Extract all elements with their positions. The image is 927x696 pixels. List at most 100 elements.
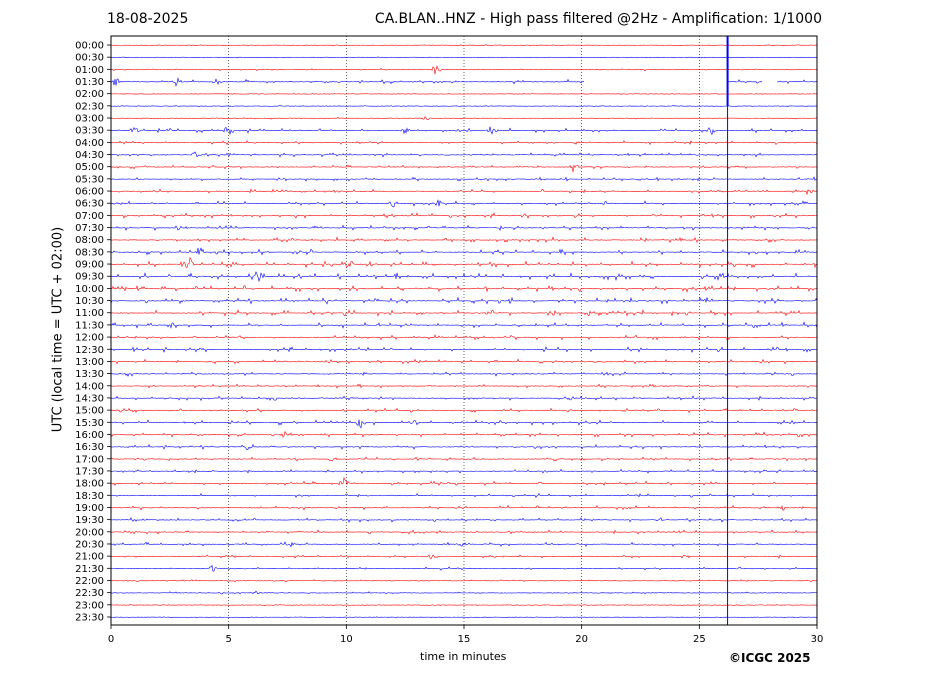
x-tick-label: 0 — [108, 634, 114, 645]
trace-01:00 — [110, 65, 818, 75]
y-tick-label: 07:30 — [75, 223, 104, 234]
y-tick-label: 00:00 — [75, 41, 104, 52]
y-tick-label: 06:00 — [75, 187, 104, 198]
trace-05:00 — [110, 164, 818, 173]
y-tick-label: 16:30 — [75, 442, 104, 453]
y-tick-label: 02:00 — [75, 89, 104, 100]
trace-11:30 — [110, 321, 818, 329]
trace-00:30 — [110, 56, 818, 59]
trace-18:30 — [110, 492, 818, 498]
y-tick-label: 15:00 — [75, 406, 104, 417]
x-axis-label: time in minutes — [420, 650, 507, 663]
y-tick-label: 08:00 — [75, 235, 104, 246]
trace-10:00 — [110, 285, 818, 293]
trace-19:30 — [110, 517, 818, 523]
trace-06:00 — [110, 188, 818, 195]
x-tick-label: 25 — [693, 634, 706, 645]
trace-01:30 — [110, 77, 818, 87]
y-tick-label: 10:00 — [75, 284, 104, 295]
trace-11:00 — [110, 309, 818, 317]
y-tick-label: 12:00 — [75, 333, 104, 344]
x-tick-label: 20 — [575, 634, 588, 645]
trace-07:30 — [110, 224, 818, 232]
y-tick-label: 19:30 — [75, 515, 104, 526]
trace-05:30 — [110, 176, 818, 182]
trace-06:30 — [110, 199, 818, 208]
y-tick-label: 22:30 — [75, 588, 104, 599]
trace-13:30 — [110, 371, 818, 377]
y-tick-label: 01:00 — [75, 65, 104, 76]
y-tick-label: 09:00 — [75, 260, 104, 271]
trace-21:00 — [110, 554, 818, 560]
y-tick-label: 01:30 — [75, 77, 104, 88]
trace-22:30 — [110, 590, 818, 595]
y-tick-label: 19:00 — [75, 503, 104, 514]
trace-10:30 — [110, 296, 818, 305]
trace-02:00 — [110, 93, 818, 95]
trace-04:00 — [110, 140, 818, 146]
trace-04:30 — [110, 151, 818, 158]
trace-09:00 — [110, 256, 818, 269]
y-tick-label: 18:00 — [75, 479, 104, 490]
y-tick-label: 04:30 — [75, 150, 104, 161]
y-tick-label: 00:30 — [75, 53, 104, 64]
trace-03:00 — [110, 116, 818, 120]
y-tick-label: 09:30 — [75, 272, 104, 283]
y-tick-label: 06:30 — [75, 199, 104, 210]
y-tick-label: 05:30 — [75, 174, 104, 185]
y-tick-label: 10:30 — [75, 296, 104, 307]
x-tick-label: 5 — [225, 634, 231, 645]
y-tick-label: 18:30 — [75, 491, 104, 502]
trace-16:30 — [110, 443, 818, 451]
y-tick-label: 08:30 — [75, 247, 104, 258]
y-tick-label: 05:00 — [75, 162, 104, 173]
y-tick-label: 04:00 — [75, 138, 104, 149]
y-tick-label: 11:00 — [75, 308, 104, 319]
y-tick-label: 14:00 — [75, 381, 104, 392]
trace-21:30 — [110, 564, 818, 572]
y-tick-label: 22:00 — [75, 576, 104, 587]
trace-23:00 — [110, 604, 818, 606]
trace-08:00 — [110, 236, 818, 244]
trace-08:30 — [110, 247, 818, 256]
trace-15:30 — [110, 419, 818, 429]
y-tick-label: 20:30 — [75, 539, 104, 550]
trace-16:00 — [110, 430, 818, 438]
y-tick-label: 17:00 — [75, 454, 104, 465]
trace-19:00 — [110, 504, 818, 511]
y-tick-label: 16:00 — [75, 430, 104, 441]
y-tick-label: 23:30 — [75, 612, 104, 623]
trace-00:00 — [110, 44, 818, 47]
trace-07:00 — [110, 212, 818, 219]
y-tick-label: 23:00 — [75, 600, 104, 611]
y-tick-label: 17:30 — [75, 466, 104, 477]
trace-03:30 — [110, 126, 818, 136]
y-tick-label: 03:30 — [75, 126, 104, 137]
trace-22:00 — [110, 579, 818, 583]
y-tick-label: 20:00 — [75, 527, 104, 538]
trace-20:00 — [110, 529, 818, 535]
trace-14:00 — [110, 383, 818, 389]
y-tick-label: 11:30 — [75, 320, 104, 331]
y-tick-label: 14:30 — [75, 393, 104, 404]
y-tick-label: 13:30 — [75, 369, 104, 380]
trace-02:30 — [110, 105, 818, 108]
y-tick-label: 15:30 — [75, 418, 104, 429]
header-date: 18-08-2025 — [107, 11, 189, 27]
y-tick-label: 03:00 — [75, 114, 104, 125]
copyright-text: ©ICGC 2025 — [729, 651, 811, 665]
trace-23:30 — [110, 616, 818, 619]
trace-09:30 — [110, 271, 818, 283]
x-tick-label: 10 — [340, 634, 353, 645]
y-tick-label: 21:30 — [75, 564, 104, 575]
trace-13:00 — [110, 358, 818, 365]
y-tick-label: 12:30 — [75, 345, 104, 356]
trace-17:00 — [110, 456, 818, 462]
y-tick-label: 13:00 — [75, 357, 104, 368]
trace-12:30 — [110, 346, 818, 353]
y-tick-label: 02:30 — [75, 101, 104, 112]
trace-15:00 — [110, 407, 818, 414]
trace-20:30 — [110, 541, 818, 548]
y-tick-label: 07:00 — [75, 211, 104, 222]
